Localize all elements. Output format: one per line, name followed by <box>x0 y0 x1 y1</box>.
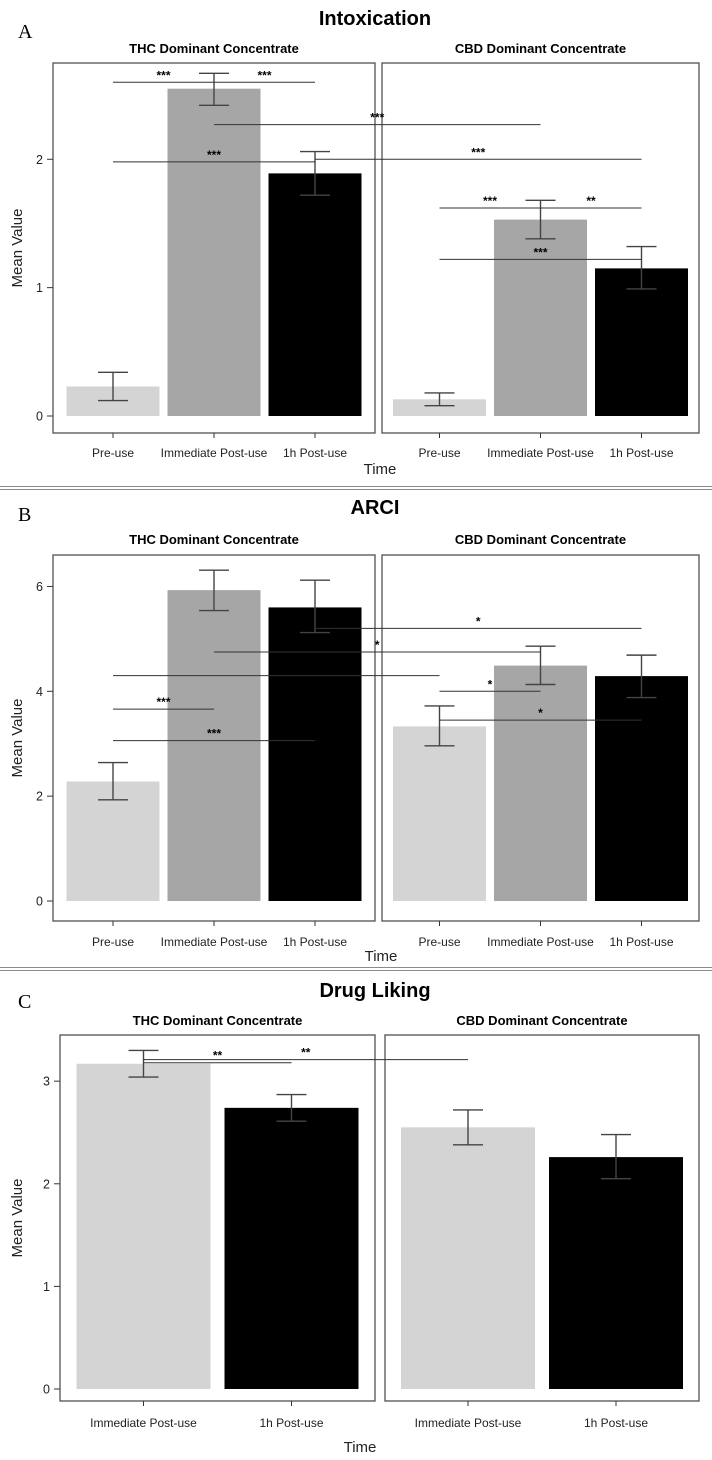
facet-title: CBD Dominant Concentrate <box>455 41 626 56</box>
y-tick-label: 2 <box>43 1177 50 1191</box>
y-tick-label: 4 <box>36 685 43 699</box>
bar <box>393 726 486 901</box>
chart-title: Drug Liking <box>319 980 430 1002</box>
significance-label: ** <box>586 194 596 208</box>
significance-label: *** <box>533 245 547 259</box>
facet-title: THC Dominant Concentrate <box>129 41 299 56</box>
significance-label: *** <box>207 148 221 162</box>
y-axis-label: Mean Value <box>9 209 26 288</box>
x-tick-label: Immediate Post-use <box>487 935 594 949</box>
y-tick-label: 0 <box>43 1383 50 1397</box>
significance-label: * <box>538 706 543 720</box>
x-tick-label: 1h Post-use <box>609 446 673 460</box>
significance-label: *** <box>257 68 271 82</box>
significance-label: * <box>375 638 380 652</box>
x-tick-label: Pre-use <box>418 446 460 460</box>
facet-frame <box>59 1034 376 1402</box>
bar <box>595 268 688 416</box>
facet-frame <box>384 1034 700 1402</box>
chart-panel-drug-liking: C Drug Liking 0 1 2 3 Mean Value THC Dominant C… <box>9 980 700 1456</box>
significance-label: ** <box>301 1046 311 1060</box>
chart-title: ARCI <box>351 497 400 519</box>
bar <box>76 1063 211 1389</box>
x-axis-label: Time <box>364 461 397 478</box>
x-tick-label: 1h Post-use <box>259 1416 323 1430</box>
facet-title: CBD Dominant Concentrate <box>455 532 626 547</box>
x-tick-label: 1h Post-use <box>609 935 673 949</box>
chart-panel-arci: B ARCI 0 2 4 6 Mean Value THC Dominant Concentr… <box>9 497 700 964</box>
x-tick-label: Immediate Post-use <box>161 935 268 949</box>
significance-label: * <box>488 677 493 691</box>
significance-label: ** <box>213 1049 223 1063</box>
y-tick-label: 0 <box>36 895 43 909</box>
significance-label: *** <box>156 68 170 82</box>
y-tick-label: 6 <box>36 580 43 594</box>
chart-panel-intoxication: A Intoxication 0 1 2 Mean Value THC Dominant C… <box>9 8 700 478</box>
significance-label: *** <box>156 695 170 709</box>
y-axis-label: Mean Value <box>9 1179 26 1258</box>
facet-title: CBD Dominant Concentrate <box>456 1013 627 1028</box>
significance-label: *** <box>370 111 384 125</box>
panel-letter: B <box>18 504 31 526</box>
x-tick-label: Immediate Post-use <box>90 1416 197 1430</box>
bar <box>393 399 486 416</box>
x-tick-label: Immediate Post-use <box>415 1416 522 1430</box>
x-tick-label: 1h Post-use <box>584 1416 648 1430</box>
x-axis-label: Time <box>365 948 398 964</box>
y-tick-label: 1 <box>43 1280 50 1294</box>
y-tick-label: 1 <box>36 281 43 295</box>
y-tick-label: 0 <box>36 410 43 424</box>
bar <box>268 607 362 901</box>
x-tick-label: Pre-use <box>92 446 134 460</box>
bar <box>494 665 587 901</box>
x-tick-label: Immediate Post-use <box>161 446 268 460</box>
significance-label: * <box>274 662 279 676</box>
significance-label: *** <box>207 727 221 741</box>
x-tick-label: 1h Post-use <box>283 935 347 949</box>
bar <box>494 219 587 416</box>
x-tick-label: Pre-use <box>418 935 460 949</box>
x-tick-label: Immediate Post-use <box>487 446 594 460</box>
x-axis-label: Time <box>344 1439 377 1456</box>
x-tick-label: Pre-use <box>92 935 134 949</box>
panel-letter: C <box>18 991 31 1013</box>
significance-label: *** <box>483 194 497 208</box>
significance-label: * <box>476 614 481 628</box>
bar <box>401 1127 535 1389</box>
bar <box>268 173 362 416</box>
bar <box>167 88 261 416</box>
y-tick-label: 2 <box>36 153 43 167</box>
y-tick-label: 2 <box>36 790 43 804</box>
panel-separator <box>0 486 712 490</box>
facet-title: THC Dominant Concentrate <box>133 1013 303 1028</box>
panel-separator <box>0 967 712 971</box>
significance-label: *** <box>471 145 485 159</box>
x-tick-label: 1h Post-use <box>283 446 347 460</box>
bar <box>167 590 261 901</box>
bar <box>224 1107 359 1389</box>
y-tick-label: 3 <box>43 1075 50 1089</box>
y-axis-label: Mean Value <box>9 699 26 778</box>
bar <box>549 1157 683 1389</box>
facet-title: THC Dominant Concentrate <box>129 532 299 547</box>
bar <box>595 676 688 901</box>
chart-title: Intoxication <box>319 8 431 30</box>
panel-letter: A <box>18 21 33 43</box>
bar <box>66 781 160 901</box>
